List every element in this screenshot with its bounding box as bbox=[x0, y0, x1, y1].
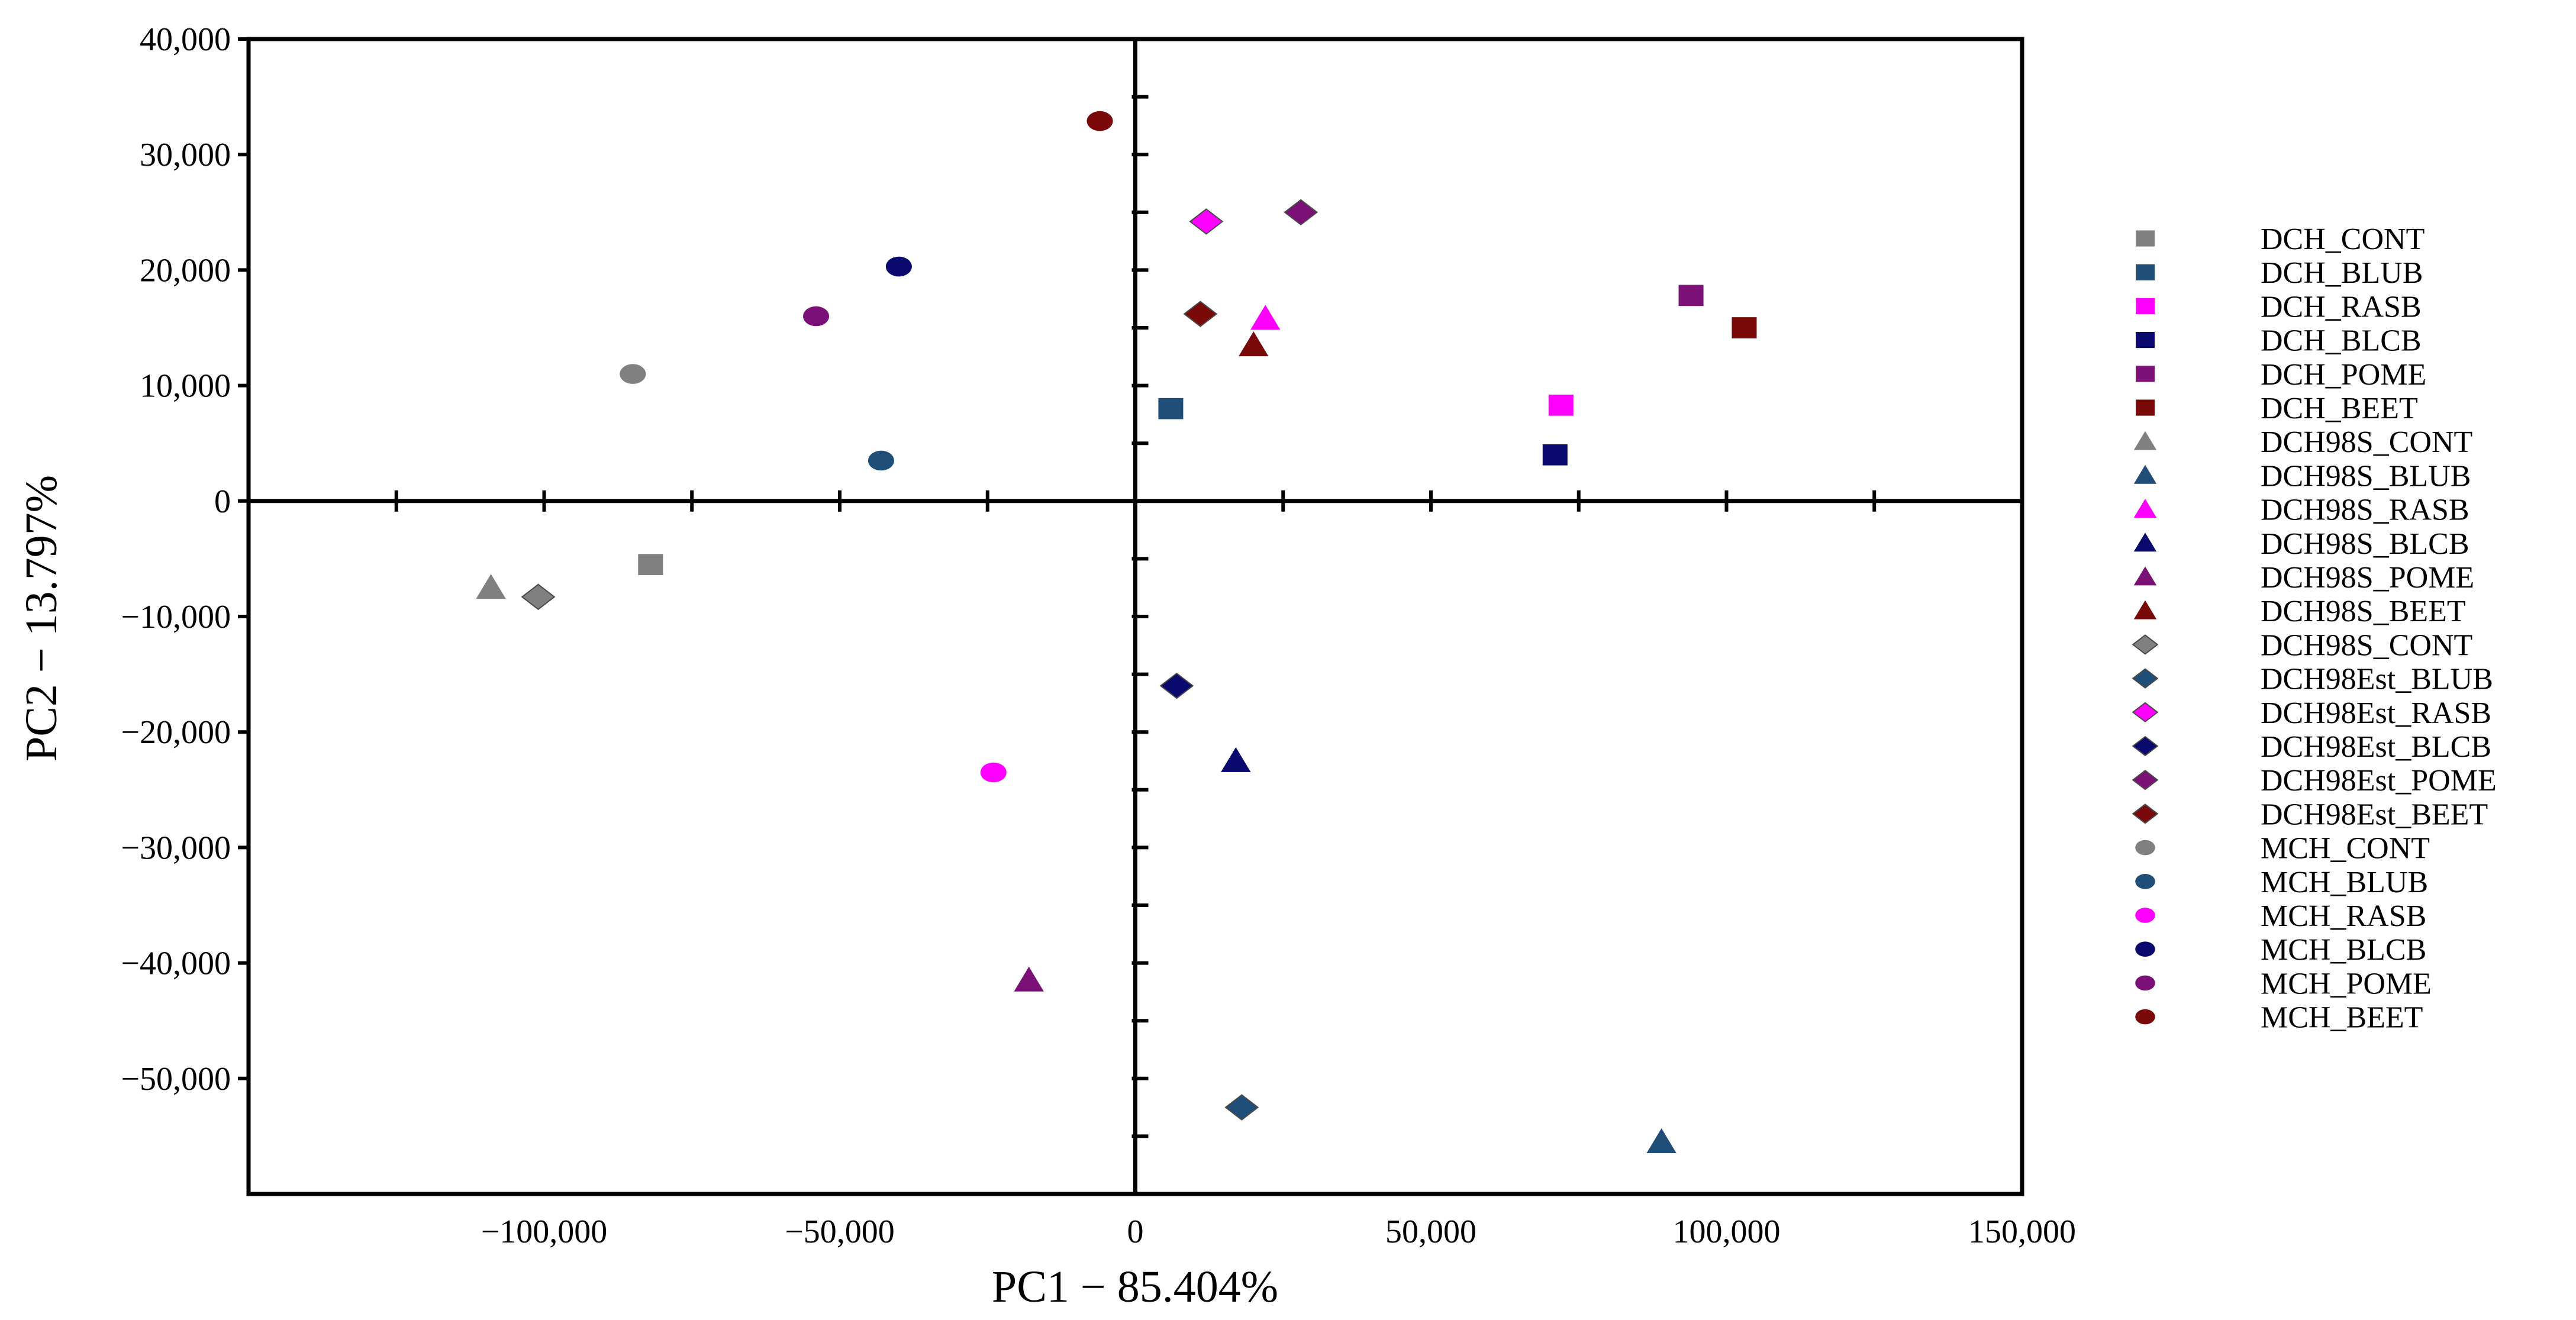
legend-label: MCH_RASB bbox=[2261, 899, 2426, 933]
y-tick-label: −10,000 bbox=[121, 599, 231, 635]
y-tick-label: −40,000 bbox=[121, 945, 231, 982]
legend-label: MCH_BLCB bbox=[2261, 933, 2426, 967]
point-dch98s-rasb bbox=[1250, 305, 1281, 330]
legend-marker bbox=[2133, 431, 2157, 450]
legend-label: MCH_BEET bbox=[2261, 1001, 2423, 1035]
point-dch-beet bbox=[1732, 317, 1757, 338]
y-tick-label: −30,000 bbox=[121, 830, 231, 866]
point-dch-blub bbox=[1158, 398, 1184, 419]
y-tick-label: 30,000 bbox=[140, 137, 231, 173]
tick-labels: −100,000 −50,000 0 50,000 100,000 150,000 40,0… bbox=[121, 21, 2076, 1250]
legend-label: MCH_BLUB bbox=[2261, 866, 2428, 899]
legend-label: DCH98S_BLUB bbox=[2261, 459, 2471, 493]
point-dch98s-blcb bbox=[1221, 747, 1251, 772]
point-dch-pome bbox=[1678, 285, 1704, 306]
y-tick-label: 0 bbox=[214, 483, 231, 520]
legend-marker bbox=[2133, 499, 2157, 518]
x-tick-label: −50,000 bbox=[785, 1214, 895, 1250]
legend-marker bbox=[2135, 941, 2155, 957]
legend-label: MCH_CONT bbox=[2261, 832, 2430, 866]
legend-label: DCH98S_CONT bbox=[2261, 425, 2472, 459]
legend-label: MCH_POME bbox=[2261, 967, 2432, 1001]
point-dch98s-cont bbox=[521, 583, 556, 611]
point-dch98s-pome bbox=[1014, 966, 1044, 992]
legend-label: DCH98Est_BLCB bbox=[2261, 730, 2491, 764]
legend-marker bbox=[2133, 464, 2157, 484]
legend-label: DCH98Est_POME bbox=[2261, 764, 2497, 798]
point-dch98s-blub bbox=[1646, 1128, 1677, 1154]
legend-marker bbox=[2132, 769, 2159, 790]
x-tick-label: 100,000 bbox=[1673, 1214, 1781, 1250]
point-dch98est-pome bbox=[1284, 199, 1318, 226]
point-dch98est-rasb bbox=[1189, 208, 1224, 235]
legend-label: DCH_RASB bbox=[2261, 290, 2422, 324]
x-tick-label: −100,000 bbox=[481, 1214, 608, 1250]
point-dch-blcb bbox=[1542, 444, 1568, 466]
legend-marker bbox=[2135, 908, 2155, 923]
legend-label: DCH98S_RASB bbox=[2261, 493, 2469, 527]
legend-marker bbox=[2132, 803, 2159, 824]
legend-marker bbox=[2136, 264, 2155, 280]
legend-marker bbox=[2136, 298, 2155, 314]
legend-marker bbox=[2136, 399, 2155, 416]
x-axis-title: PC1 − 85.404% bbox=[992, 1262, 1278, 1312]
point-mch-beet bbox=[1087, 111, 1113, 131]
point-dch-cont bbox=[638, 554, 663, 576]
point-dch98est-blub bbox=[1224, 1094, 1259, 1121]
legend-marker bbox=[2135, 874, 2155, 889]
point-dch98s-cont bbox=[476, 574, 506, 599]
y-axis-title: PC2 − 13.797% bbox=[17, 475, 66, 761]
point-mch-cont bbox=[620, 364, 646, 384]
legend-label: DCH98S_POME bbox=[2261, 561, 2474, 595]
legend-marker bbox=[2136, 366, 2155, 382]
x-tick-label: 0 bbox=[1127, 1214, 1144, 1250]
legend-marker bbox=[2132, 702, 2159, 723]
data-points bbox=[476, 111, 1757, 1154]
legend: DCH_CONTDCH_BLUBDCH_RASBDCH_BLCBDCH_POME… bbox=[2132, 222, 2497, 1035]
legend-label: DCH_BLUB bbox=[2261, 256, 2423, 290]
point-dch-rasb bbox=[1548, 394, 1574, 416]
legend-label: DCH98S_CONT bbox=[2261, 628, 2472, 662]
legend-marker bbox=[2133, 600, 2157, 619]
legend-marker bbox=[2135, 975, 2155, 991]
point-dch98s-beet bbox=[1239, 331, 1269, 357]
legend-label: DCH98S_BEET bbox=[2261, 595, 2466, 628]
legend-marker bbox=[2132, 668, 2159, 689]
legend-marker bbox=[2136, 230, 2155, 247]
legend-marker bbox=[2135, 1009, 2155, 1025]
x-tick-label: 50,000 bbox=[1385, 1214, 1476, 1250]
legend-label: DCH_CONT bbox=[2261, 222, 2425, 256]
legend-label: DCH_POME bbox=[2261, 358, 2426, 392]
legend-label: DCH98Est_BEET bbox=[2261, 798, 2488, 831]
legend-marker bbox=[2133, 532, 2157, 552]
point-mch-pome bbox=[802, 306, 830, 327]
axes-layer bbox=[238, 37, 2022, 1194]
y-tick-label: 10,000 bbox=[140, 368, 231, 405]
point-dch98est-blcb bbox=[1159, 672, 1194, 699]
point-dch98est-beet bbox=[1183, 301, 1218, 327]
legend-marker bbox=[2136, 332, 2155, 348]
legend-marker bbox=[2132, 735, 2159, 757]
point-mch-blub bbox=[868, 450, 894, 471]
legend-label: DCH98Est_BLUB bbox=[2261, 663, 2493, 696]
point-mch-rasb bbox=[980, 762, 1007, 783]
legend-label: DCH_BLCB bbox=[2261, 324, 2422, 358]
legend-marker bbox=[2133, 566, 2157, 586]
point-mch-blcb bbox=[885, 256, 912, 277]
y-tick-label: −20,000 bbox=[121, 714, 231, 751]
legend-label: DCH98Est_RASB bbox=[2261, 696, 2491, 730]
legend-marker bbox=[2135, 840, 2155, 856]
y-tick-label: 40,000 bbox=[140, 21, 231, 58]
y-tick-label: 20,000 bbox=[140, 252, 231, 289]
legend-label: DCH98S_BLCB bbox=[2261, 527, 2469, 561]
x-tick-label: 150,000 bbox=[1968, 1214, 2076, 1250]
y-tick-label: −50,000 bbox=[121, 1061, 231, 1098]
legend-marker bbox=[2132, 634, 2159, 655]
legend-label: DCH_BEET bbox=[2261, 392, 2418, 425]
